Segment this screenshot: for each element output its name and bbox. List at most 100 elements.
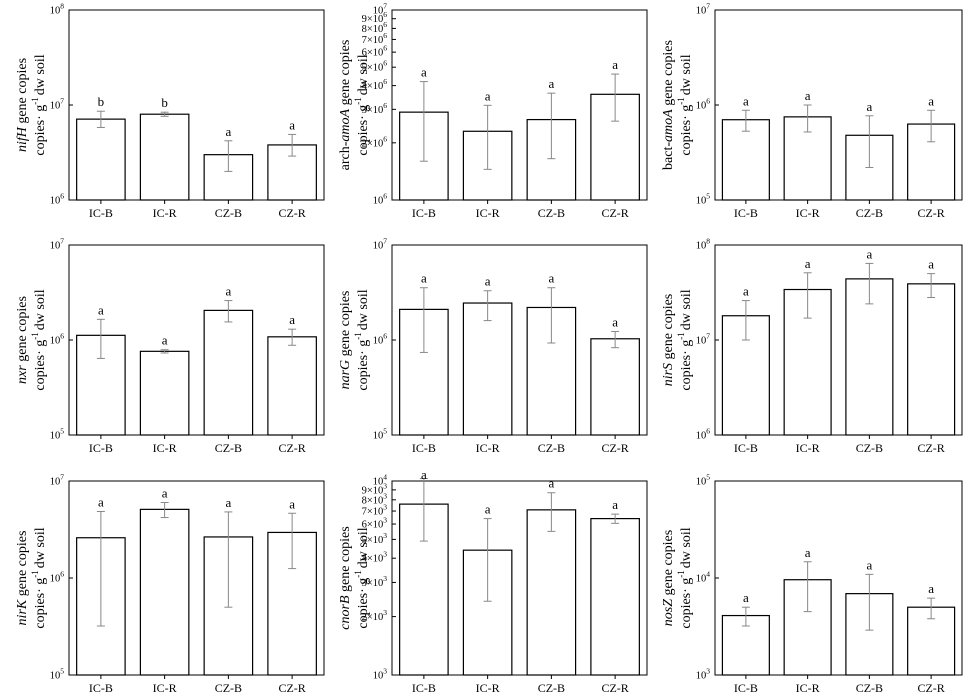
- significance-label: a: [421, 65, 427, 80]
- unit-copies-g: copies· g: [356, 578, 371, 629]
- significance-label: a: [98, 302, 104, 317]
- y-axis-label-unit: copies· g-1 dw soil: [353, 289, 371, 390]
- y-tick-mantissa: 10: [373, 671, 384, 682]
- chart-panel-cnorB: 1032×1033×1034×1035×1036×1037×1038×1039×…: [338, 467, 648, 692]
- x-tick-label: IC-B: [412, 681, 436, 692]
- y-tick-label: 2×106: [362, 134, 388, 149]
- y-tick-exponent: 6: [383, 134, 387, 143]
- y-tick-label: 106: [50, 332, 65, 347]
- x-tick-label: CZ-R: [278, 681, 305, 692]
- bar: [526, 509, 577, 676]
- y-tick-label: 9×103: [362, 481, 388, 496]
- y-tick-mantissa: 10: [50, 336, 61, 347]
- y-tick-label: 106: [50, 192, 65, 207]
- y-tick-exponent: 6: [383, 10, 387, 19]
- y-tick-mantissa: 8×10: [362, 495, 384, 506]
- y-tick-exponent: 5: [383, 427, 387, 436]
- x-tick-label: IC-R: [153, 441, 177, 455]
- y-tick-mantissa: 6×10: [362, 520, 384, 531]
- gene-name: nirS: [661, 363, 676, 386]
- gene-copies-text: gene copies: [338, 40, 353, 109]
- y-tick-exponent: 7: [60, 97, 64, 106]
- y-tick-mantissa: 10: [696, 101, 707, 112]
- y-tick-exponent: 3: [383, 491, 387, 500]
- x-tick-label: IC-B: [412, 206, 436, 220]
- y-tick-mantissa: 10: [696, 477, 707, 488]
- gene-name: narG: [338, 360, 353, 390]
- y-tick-label: 8×106: [362, 20, 388, 35]
- significance-label: a: [289, 117, 295, 132]
- gene-prefix: arch-: [338, 141, 353, 170]
- y-tick-mantissa: 10: [50, 671, 61, 682]
- x-tick-label: CZ-B: [538, 441, 565, 455]
- significance-label: a: [805, 545, 811, 560]
- gene-copies-text: gene copies: [661, 40, 676, 109]
- unit-superscript: -1: [353, 332, 363, 340]
- unit-superscript: -1: [30, 332, 40, 340]
- y-tick-mantissa: 8×10: [362, 24, 384, 35]
- gene-name: amoA: [661, 109, 676, 142]
- y-tick-exponent: 6: [383, 192, 387, 201]
- y-tick-exponent: 3: [383, 531, 387, 540]
- unit-dw-soil: dw soil: [33, 527, 48, 568]
- y-tick-label: 104: [373, 473, 388, 488]
- bar: [76, 118, 126, 201]
- x-tick-label: CZ-B: [215, 206, 242, 220]
- y-tick-exponent: 6: [383, 77, 387, 86]
- gene-copies-text: gene copies: [15, 296, 30, 365]
- y-axis-label-unit: copies· g-1 dw soil: [30, 527, 48, 628]
- unit-dw-soil: dw soil: [679, 289, 694, 330]
- significance-label: a: [866, 557, 872, 572]
- x-tick-label: IC-R: [153, 206, 177, 220]
- y-tick-exponent: 7: [706, 332, 710, 341]
- significance-label: b: [161, 95, 168, 110]
- x-tick-label: CZ-R: [917, 681, 944, 692]
- y-tick-mantissa: 7×10: [362, 507, 384, 518]
- unit-superscript: -1: [30, 97, 40, 105]
- unit-superscript: -1: [353, 570, 363, 578]
- significance-label: a: [225, 284, 231, 299]
- y-tick-exponent: 7: [60, 237, 64, 246]
- x-tick-label: CZ-R: [917, 206, 944, 220]
- x-tick-label: IC-B: [734, 441, 758, 455]
- plot-frame: [391, 9, 648, 201]
- y-tick-mantissa: 10: [50, 6, 61, 17]
- y-tick-exponent: 3: [383, 481, 387, 490]
- y-axis-label-gene: nirK gene copies: [15, 531, 30, 626]
- y-axis-label-unit: copies· g-1 dw soil: [676, 54, 694, 155]
- y-tick-exponent: 7: [383, 2, 387, 11]
- significance-label: a: [743, 284, 749, 299]
- x-tick-label: IC-B: [412, 441, 436, 455]
- y-tick-label: 6×103: [362, 516, 388, 531]
- bar: [139, 508, 190, 676]
- y-tick-label: 106: [373, 192, 388, 207]
- y-tick-exponent: 3: [383, 503, 387, 512]
- significance-label: a: [612, 57, 618, 72]
- bar: [267, 336, 317, 436]
- y-tick-mantissa: 10: [696, 336, 707, 347]
- y-axis-label-unit: copies· g-1 dw soil: [30, 54, 48, 155]
- significance-label: a: [225, 124, 231, 139]
- unit-copies-g: copies· g: [33, 105, 48, 156]
- y-tick-mantissa: 10: [373, 196, 384, 207]
- x-tick-label: IC-R: [796, 206, 820, 220]
- x-tick-label: CZ-B: [538, 206, 565, 220]
- significance-label: a: [743, 590, 749, 605]
- y-tick-exponent: 6: [60, 332, 64, 341]
- y-tick-mantissa: 10: [50, 477, 61, 488]
- y-tick-label: 107: [50, 473, 65, 488]
- y-tick-exponent: 7: [383, 237, 387, 246]
- y-tick-label: 106: [50, 570, 65, 585]
- y-tick-label: 105: [50, 667, 65, 682]
- y-tick-exponent: 7: [60, 473, 64, 482]
- significance-label: a: [866, 99, 872, 114]
- y-axis-label-gene: nxr gene copies: [15, 296, 30, 384]
- significance-label: a: [928, 581, 934, 596]
- x-tick-label: CZ-B: [215, 681, 242, 692]
- significance-label: a: [805, 256, 811, 271]
- y-tick-label: 4×106: [362, 77, 388, 92]
- significance-label: a: [289, 312, 295, 327]
- unit-copies-g: copies· g: [33, 578, 48, 629]
